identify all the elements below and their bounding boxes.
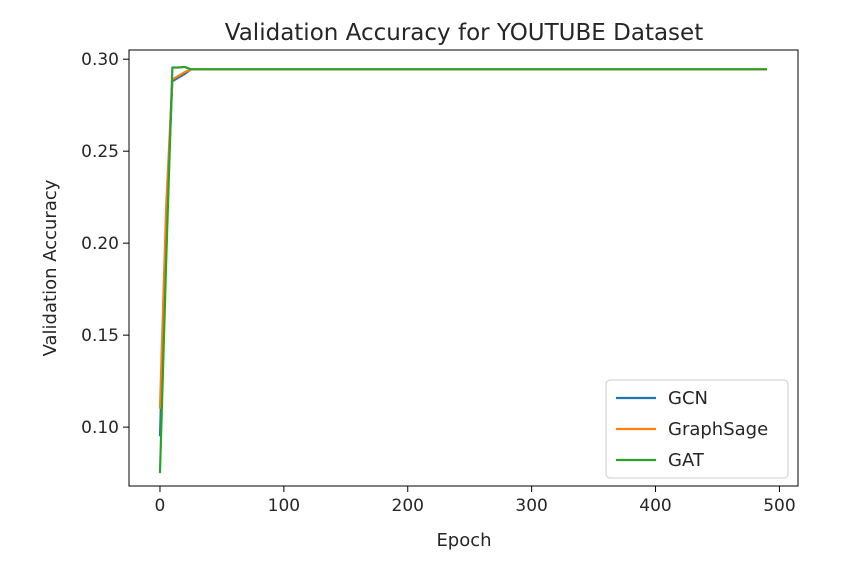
series-lines xyxy=(158,65,768,474)
legend-box xyxy=(605,379,789,479)
legend-label-gat: GAT xyxy=(668,450,705,471)
x-tick-label: 500 xyxy=(763,496,795,516)
y-tick-label: 0.30 xyxy=(81,50,119,70)
plot-area xyxy=(128,49,799,487)
y-tick-label: 0.10 xyxy=(81,418,119,438)
series-line-gat xyxy=(158,65,768,474)
legend: GCN GraphSage GAT xyxy=(605,379,789,479)
x-axis-label: Epoch xyxy=(436,530,491,551)
y-tick-label: 0.20 xyxy=(81,234,119,254)
x-axis: 0 100 200 300 400 500 xyxy=(155,486,796,516)
plot-frame xyxy=(128,49,799,487)
x-tick-label: 200 xyxy=(392,496,424,516)
x-tick-label: 0 xyxy=(155,496,166,516)
legend-label-gcn: GCN xyxy=(668,388,708,409)
y-axis-label: Validation Accuracy xyxy=(40,179,61,356)
chart-title: Validation Accuracy for YOUTUBE Dataset xyxy=(225,20,703,46)
y-axis: 0.10 0.15 0.20 0.25 0.30 xyxy=(81,50,129,438)
x-tick-label: 100 xyxy=(268,496,300,516)
y-tick-label: 0.15 xyxy=(81,326,119,346)
series-line-graphsage xyxy=(158,68,768,409)
x-tick-label: 400 xyxy=(639,496,671,516)
legend-label-graphsage: GraphSage xyxy=(668,419,768,440)
y-tick-label: 0.25 xyxy=(81,142,119,162)
x-tick-label: 300 xyxy=(515,496,547,516)
legend-items: GCN GraphSage GAT xyxy=(616,388,768,471)
